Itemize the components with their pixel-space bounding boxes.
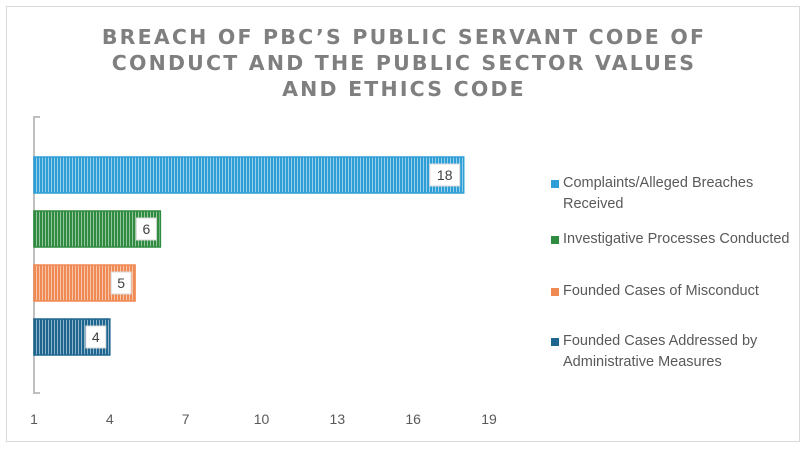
legend-swatch [551,288,559,296]
x-tick-label: 10 [254,411,270,427]
data-label: 4 [92,329,100,345]
bars-layer [33,156,465,356]
data-labels-layer: 18 6 5 4 [85,163,461,349]
x-tick-label: 16 [405,411,421,427]
chart-title: BREACH OF PBC’S PUBLIC SERVANT CODE OF C… [101,25,707,101]
data-label: 5 [117,275,125,291]
data-label-box [85,325,107,349]
data-label-box [135,217,157,241]
plot-area: 18 6 5 4 1 4 7 10 13 16 19 [30,116,497,427]
x-tick-label: 13 [330,411,346,427]
x-tick-label: 1 [30,411,38,427]
legend-label: Founded Cases of Misconduct [563,283,759,299]
legend-swatch [551,338,559,346]
legend-label: Founded Cases Addressed by Administrativ… [563,333,758,370]
data-label: 6 [142,221,150,237]
legend-label: Complaints/Alleged Breaches Received [563,175,754,212]
data-label-box [110,271,132,295]
x-tick-label: 19 [481,411,497,427]
legend-swatch [551,236,559,244]
x-tick-label: 4 [106,411,114,427]
bar-1 [33,156,465,194]
y-axis-bracket [33,116,40,394]
x-tick-label: 7 [182,411,190,427]
data-label-box [429,163,461,187]
data-label: 18 [437,167,453,183]
legend-swatch [551,180,559,188]
chart-area: BREACH OF PBC’S PUBLIC SERVANT CODE OF C… [6,6,800,442]
x-axis-ticks: 1 4 7 10 13 16 19 [30,411,497,427]
legend-label: Investigative Processes Conducted [563,231,790,247]
